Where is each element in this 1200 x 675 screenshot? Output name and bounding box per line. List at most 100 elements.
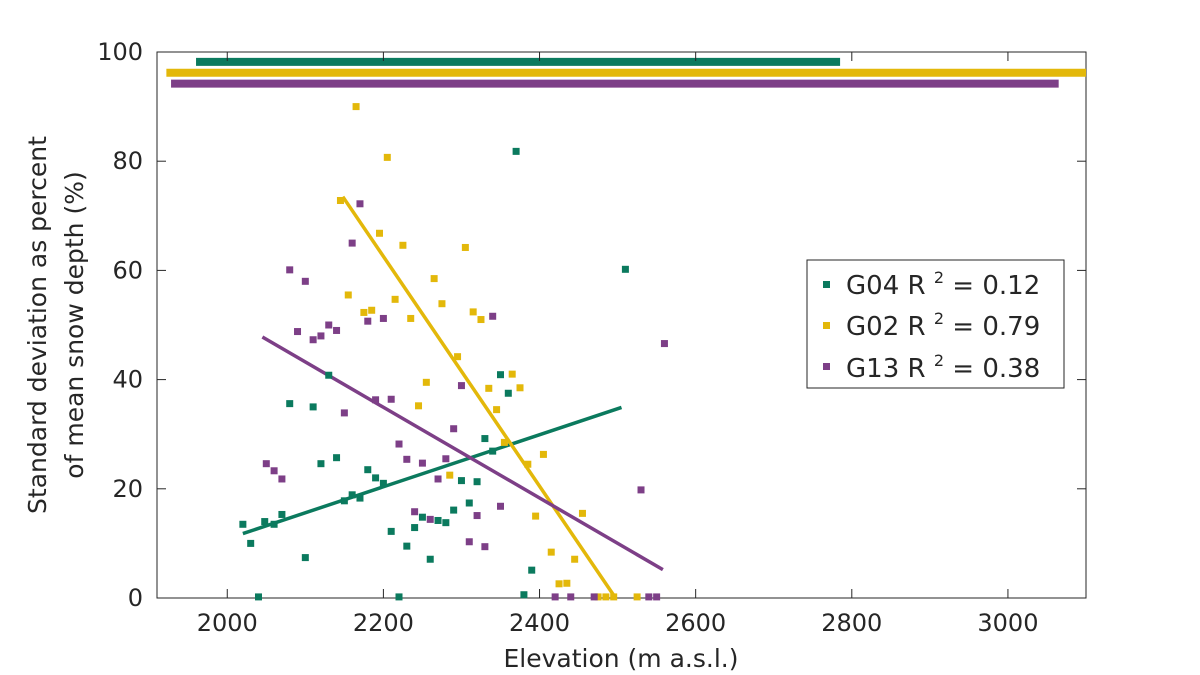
point-g13 [434, 475, 442, 483]
point-g02 [422, 378, 430, 386]
y-axis-label-line-1: Standard deviation as percent [23, 136, 52, 514]
fit-line-g02 [341, 195, 616, 597]
point-g02 [555, 580, 563, 588]
x-tick-label: 2200 [353, 609, 414, 637]
legend-entry-g02: G02 R 2 = 0.79 [846, 301, 1040, 342]
point-g04 [301, 554, 309, 562]
legend-entry-g04: G04 R 2 = 0.12 [846, 260, 1040, 301]
point-g04 [512, 147, 520, 155]
point-g04 [364, 466, 372, 474]
legend-marker-g13 [823, 363, 830, 370]
point-g04 [489, 447, 497, 455]
point-g04 [317, 460, 325, 468]
point-g13 [457, 382, 465, 390]
point-g13 [340, 409, 348, 417]
point-g13 [309, 336, 317, 344]
point-g13 [294, 328, 302, 336]
fit-line-g04 [242, 405, 623, 536]
point-g04 [418, 513, 426, 521]
point-g04 [239, 520, 247, 528]
legend-marker-g04 [823, 281, 830, 288]
y-tick-label: 100 [97, 38, 143, 66]
x-tick-label: 3000 [977, 609, 1038, 637]
point-g13 [348, 239, 356, 247]
point-g04 [348, 491, 356, 499]
point-g04 [621, 265, 629, 273]
point-g02 [477, 316, 485, 324]
point-g13 [481, 543, 489, 551]
point-g04 [528, 566, 536, 574]
point-g02 [633, 593, 641, 601]
point-g02 [336, 197, 344, 205]
x-tick-label: 2800 [821, 609, 882, 637]
point-g04 [333, 454, 341, 462]
point-g02 [391, 295, 399, 303]
x-tick-label: 2000 [197, 609, 258, 637]
point-g04 [286, 400, 294, 408]
legend-entry-g13: G13 R 2 = 0.38 [846, 343, 1040, 384]
elevation-range-bars [166, 57, 1086, 88]
point-g13 [387, 395, 395, 403]
point-g13 [645, 593, 653, 601]
point-g13 [590, 593, 598, 601]
point-g13 [395, 440, 403, 448]
point-g04 [379, 479, 387, 487]
data-points [239, 103, 668, 601]
point-g02 [461, 243, 469, 251]
point-g02 [407, 314, 415, 322]
point-g02 [438, 300, 446, 308]
point-g04 [496, 371, 504, 379]
point-g13 [450, 425, 458, 433]
point-g13 [426, 515, 434, 523]
point-g04 [450, 506, 458, 514]
point-g02 [375, 229, 383, 237]
point-g13 [372, 396, 380, 404]
point-g13 [262, 460, 270, 468]
point-g02 [594, 593, 602, 601]
point-g13 [637, 486, 645, 494]
legend: G04 R 2 = 0.12 G02 R 2 = 0.79 G13 R 2 = … [806, 259, 1065, 389]
point-g04 [426, 555, 434, 563]
point-g04 [473, 478, 481, 486]
point-g13 [660, 340, 668, 348]
point-g02 [508, 370, 516, 378]
point-g04 [278, 510, 286, 518]
point-g02 [493, 406, 501, 414]
point-g04 [387, 527, 395, 535]
x-axis-ticks: 2000 2200 2400 2600 2800 3000 [197, 52, 1038, 637]
point-g13 [473, 512, 481, 520]
point-g13 [418, 459, 426, 467]
point-g02 [563, 579, 571, 587]
point-g04 [356, 494, 364, 502]
point-g02 [469, 308, 477, 316]
point-g13 [278, 475, 286, 483]
point-g13 [325, 321, 333, 329]
point-g13 [496, 502, 504, 510]
point-g13 [356, 200, 364, 208]
point-g13 [333, 326, 341, 334]
point-g13 [465, 538, 473, 546]
point-g13 [286, 266, 294, 274]
point-g04 [481, 435, 489, 443]
point-g02 [454, 353, 462, 361]
point-g04 [254, 593, 262, 601]
x-tick-label: 2600 [665, 609, 726, 637]
point-g04 [434, 516, 442, 524]
point-g02 [352, 103, 360, 111]
y-tick-label: 40 [112, 366, 143, 394]
x-axis-label: Elevation (m a.s.l.) [503, 644, 738, 673]
y-tick-label: 0 [128, 584, 143, 612]
point-g13 [364, 317, 372, 325]
point-g04 [325, 371, 333, 379]
point-g02 [571, 555, 579, 563]
y-tick-label: 20 [112, 475, 143, 503]
point-g13 [653, 593, 661, 601]
y-axis-ticks: 0 20 40 60 80 100 [97, 38, 1086, 612]
point-g04 [270, 520, 278, 528]
point-g02 [415, 402, 423, 410]
point-g13 [442, 455, 450, 463]
point-g02 [430, 275, 438, 283]
point-g13 [270, 467, 278, 475]
point-g02 [446, 471, 454, 479]
